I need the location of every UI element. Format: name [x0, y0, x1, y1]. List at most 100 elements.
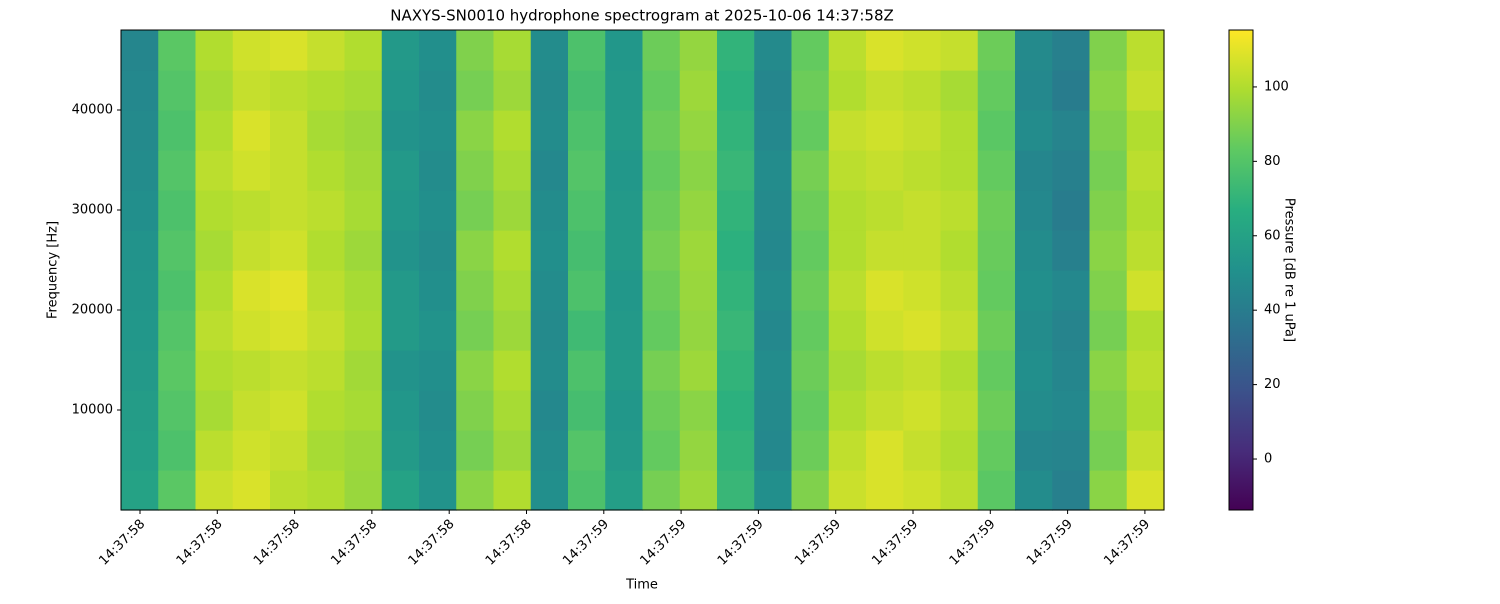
heatmap-cell [642, 150, 681, 191]
x-axis-label: Time [625, 578, 658, 593]
heatmap-cell [940, 230, 979, 271]
x-tick-label: 14:37:59 [1024, 517, 1076, 569]
heatmap-cell [1015, 270, 1053, 311]
heatmap-cell [1015, 150, 1053, 191]
heatmap-cell [828, 390, 867, 431]
heatmap-cell [1015, 350, 1053, 391]
heatmap-cell [195, 310, 234, 351]
heatmap-cell [307, 390, 346, 431]
heatmap-cell [828, 150, 867, 191]
heatmap-cell [1126, 190, 1165, 231]
heatmap-cell [940, 430, 979, 471]
heatmap-cell [754, 70, 793, 111]
heatmap-cell [493, 70, 532, 111]
heatmap-cell [195, 230, 234, 271]
heatmap-cell [679, 470, 718, 511]
heatmap-cell [121, 150, 159, 191]
heatmap-cell [977, 470, 1016, 511]
heatmap-cell [307, 270, 346, 311]
heatmap-cell [493, 110, 532, 151]
x-tick-label: 14:37:59 [869, 517, 921, 569]
heatmap-cell [530, 190, 569, 231]
heatmap-cell [866, 110, 904, 151]
heatmap-cell [121, 110, 159, 151]
x-tick-label: 14:37:59 [638, 517, 690, 569]
heatmap-cell [1052, 150, 1091, 191]
plot-frame [120, 29, 1165, 511]
heatmap-cell [493, 430, 532, 471]
heatmap-cell [977, 390, 1016, 431]
heatmap-cell [568, 110, 606, 151]
heatmap-cell [530, 150, 569, 191]
heatmap-cell [1126, 430, 1165, 471]
heatmap-cell [419, 190, 457, 231]
heatmap-cell [754, 350, 793, 391]
x-tick-label: 14:37:59 [715, 517, 767, 569]
heatmap-cell [456, 190, 495, 231]
heatmap-cell [1089, 70, 1128, 111]
heatmap-cell [754, 110, 793, 151]
heatmap-cell [940, 110, 979, 151]
chart-title: NAXYS-SN0010 hydrophone spectrogram at 2… [390, 7, 894, 25]
heatmap-cell [195, 430, 234, 471]
heatmap-cell [679, 110, 718, 151]
heatmap-cell [270, 430, 308, 471]
heatmap-cell [568, 390, 606, 431]
heatmap-cell [232, 310, 271, 351]
heatmap-cell [903, 230, 942, 271]
heatmap-cell [530, 390, 569, 431]
heatmap-cell [903, 310, 942, 351]
heatmap-cell [1015, 30, 1053, 71]
heatmap-cell [717, 350, 755, 391]
heatmap-cell [307, 30, 346, 71]
heatmap-cell [791, 270, 830, 311]
heatmap-cell [344, 390, 383, 431]
heatmap-cell [381, 270, 420, 311]
heatmap-cell [270, 150, 308, 191]
heatmap-cell [642, 270, 681, 311]
heatmap-cell [121, 70, 159, 111]
heatmap-cell [1089, 470, 1128, 511]
heatmap-cell [903, 390, 942, 431]
heatmap-cell [381, 470, 420, 511]
heatmap-cell [493, 30, 532, 71]
heatmap-cell [940, 270, 979, 311]
heatmap-cell [493, 270, 532, 311]
heatmap-cell [828, 470, 867, 511]
heatmap-cell [977, 30, 1016, 71]
y-axis-label: Frequency [Hz] [46, 221, 61, 319]
x-tick-label: 14:37:59 [560, 517, 612, 569]
heatmap-cell [344, 190, 383, 231]
heatmap-cell [381, 310, 420, 351]
heatmap-cell [344, 430, 383, 471]
heatmap-cell [642, 190, 681, 231]
heatmap-cell [270, 230, 308, 271]
heatmap-cell [940, 150, 979, 191]
heatmap-cell [828, 350, 867, 391]
heatmap-cell [419, 390, 457, 431]
heatmap-cell [605, 150, 644, 191]
heatmap-cell [121, 190, 159, 231]
heatmap-cell [791, 310, 830, 351]
heatmap-cell [940, 70, 979, 111]
heatmap-cell [121, 310, 159, 351]
heatmap-cell [642, 470, 681, 511]
heatmap-cell [232, 430, 271, 471]
heatmap-cell [530, 350, 569, 391]
heatmap-cell [866, 350, 904, 391]
heatmap-cell [1015, 230, 1053, 271]
heatmap-cell [1089, 230, 1128, 271]
heatmap-cell [679, 190, 718, 231]
heatmap-cell [530, 270, 569, 311]
heatmap-cell [940, 310, 979, 351]
heatmap-cell [1052, 190, 1091, 231]
heatmap-cell [344, 310, 383, 351]
heatmap-cell [158, 150, 197, 191]
y-tick-label: 10000 [72, 403, 113, 418]
heatmap-cell [121, 470, 159, 511]
heatmap-cell [456, 150, 495, 191]
heatmap-cell [1126, 470, 1165, 511]
heatmap-cell [381, 230, 420, 271]
x-tick-label: 14:37:58 [174, 517, 226, 569]
